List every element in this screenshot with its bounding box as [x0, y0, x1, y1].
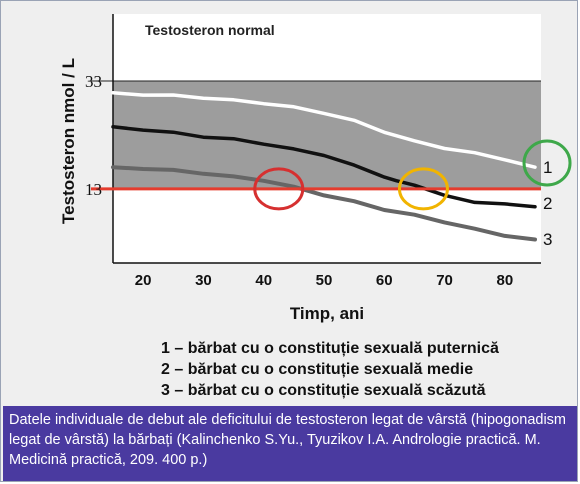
plot-title: Testosteron normal: [145, 22, 275, 38]
x-tick-label-80: 80: [496, 272, 513, 289]
y-axis-label: Testosteron nmol / L: [59, 58, 78, 224]
legend-item-1: 1 – bărbat cu o constituție sexuală pute…: [161, 340, 499, 357]
series-end-label-3: 3: [543, 230, 552, 249]
marker-circle-2: [397, 167, 449, 211]
series-line-3: [111, 165, 537, 242]
y-tick-label-13: 13: [85, 180, 102, 199]
x-tick-label-40: 40: [255, 272, 272, 289]
series-line-2: [111, 125, 537, 209]
testosterone-chart: 1 2 3 20 30 40 50 60 70 80 33 13 Testosteron normal T…: [59, 14, 572, 323]
marker-circle-1: [253, 167, 305, 211]
legend: 1 – bărbat cu o constituție sexuală pute…: [161, 338, 580, 401]
series-line-1: [111, 91, 537, 169]
x-tick-label-60: 60: [376, 272, 393, 289]
series-end-label-2: 2: [543, 194, 552, 213]
x-tick-label-30: 30: [195, 272, 212, 289]
x-tick-label-70: 70: [436, 272, 453, 289]
x-tick-label-20: 20: [135, 272, 152, 289]
x-tick-label-50: 50: [316, 272, 333, 289]
below-normal-area: [113, 188, 541, 263]
y-tick-label-33: 33: [85, 72, 102, 91]
legend-item-2: 2 – bărbat cu o constituție sexuală medi…: [161, 361, 474, 378]
series-end-label-1: 1: [543, 158, 552, 177]
marker-circle-3: [522, 139, 572, 187]
x-axis-label: Timp, ani: [290, 304, 364, 323]
legend-item-3: 3 – bărbat cu o constituție sexuală scăz…: [161, 382, 486, 399]
figure-caption: Datele individuale de debut ale deficitu…: [3, 406, 577, 481]
